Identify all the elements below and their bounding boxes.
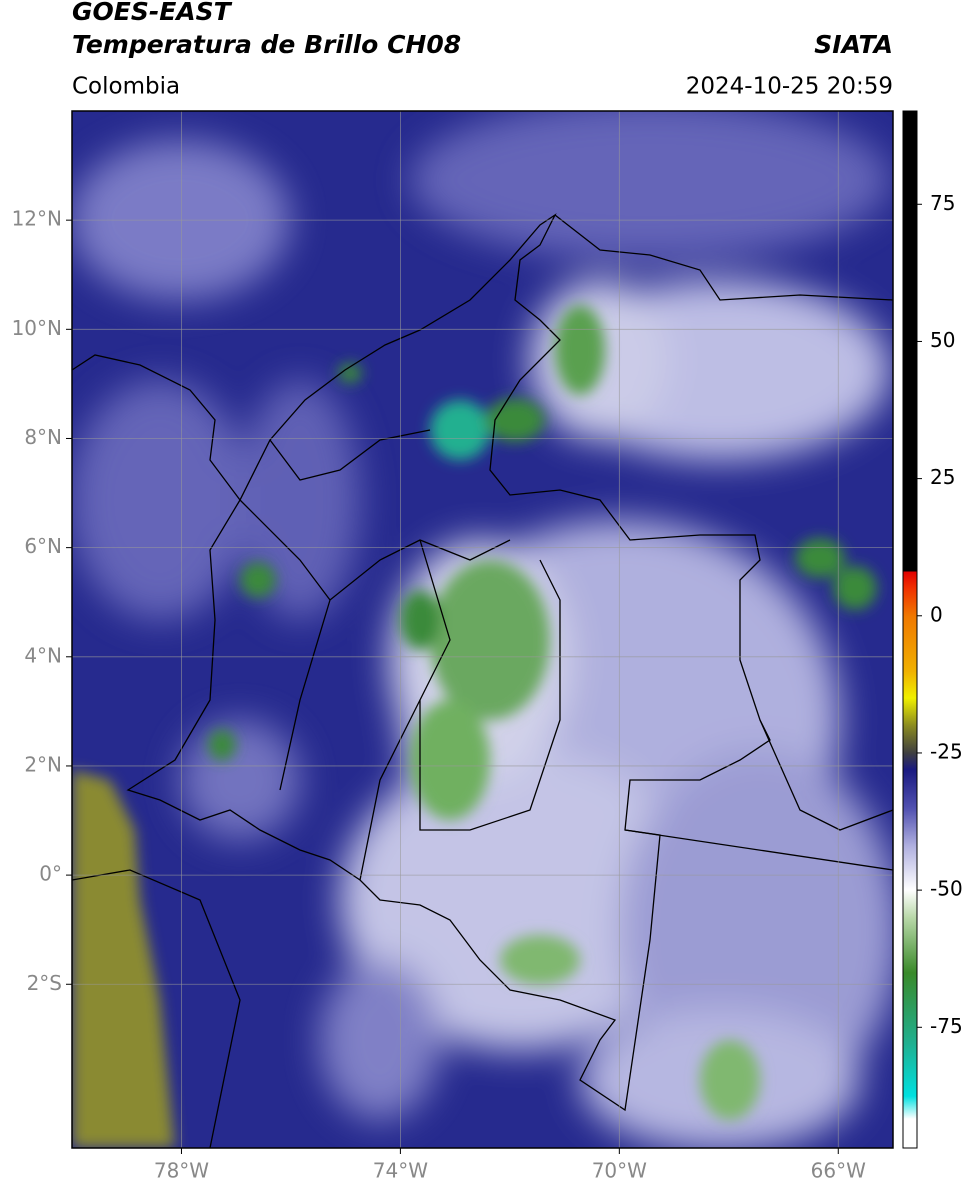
x-tick-label: 78°W (154, 1159, 209, 1183)
y-tick-label: 4°N (24, 643, 62, 667)
subtitle: Temperatura de Brillo CH08 (72, 30, 461, 59)
colorbar-tick-label: -75 (930, 1014, 963, 1038)
x-tick-label: 70°W (592, 1159, 647, 1183)
y-tick-label: 2°N (24, 752, 62, 776)
map-frame (71, 110, 894, 1149)
colorbar-tick-label: 0 (930, 602, 943, 626)
source: SIATA (814, 30, 893, 59)
y-tick-label: 2°S (27, 971, 62, 995)
y-tick-label: 12°N (12, 207, 62, 231)
colorbar-tick-label: -25 (930, 739, 963, 763)
colorbar-tick-label: -50 (930, 877, 963, 901)
colorbar (902, 110, 918, 1149)
region: Colombia (72, 74, 180, 100)
y-tick-label: 0° (39, 862, 62, 886)
x-tick-label: 74°W (373, 1159, 428, 1183)
y-tick-label: 10°N (12, 316, 62, 340)
datetime: 2024-10-25 20:59 (686, 74, 893, 100)
y-tick-label: 8°N (24, 425, 62, 449)
title: GOES-EAST (72, 0, 233, 26)
satellite-image (72, 111, 893, 1148)
graticule (72, 111, 893, 1148)
colorbar-tick-label: 25 (930, 465, 955, 489)
x-tick-label: 66°W (811, 1159, 866, 1183)
y-tick-label: 6°N (24, 534, 62, 558)
colorbar-tick-label: 75 (930, 191, 955, 215)
colorbar-tick-label: 50 (930, 328, 955, 352)
